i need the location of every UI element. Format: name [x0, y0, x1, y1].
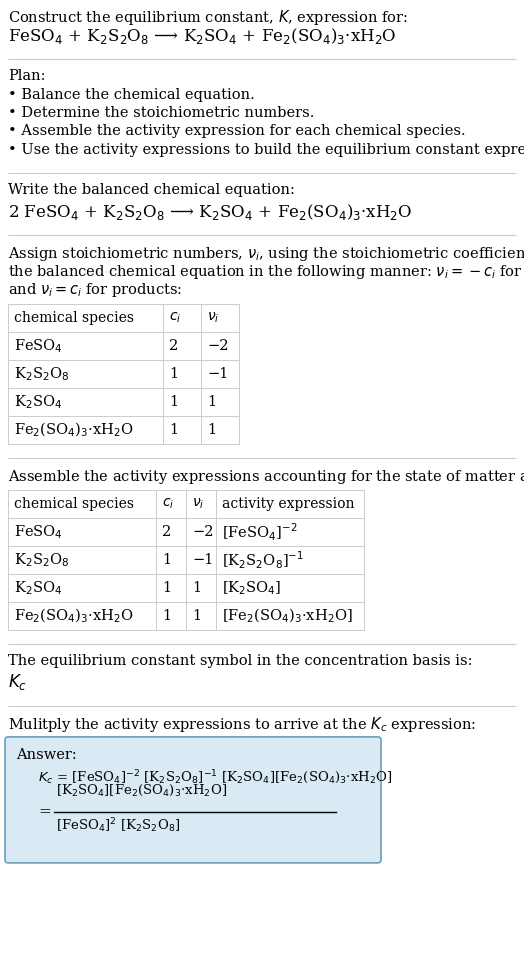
Text: 1: 1: [169, 423, 178, 437]
Text: the balanced chemical equation in the following manner: $\nu_i = -c_i$ for react: the balanced chemical equation in the fo…: [8, 263, 524, 281]
Text: FeSO$_4$: FeSO$_4$: [14, 524, 63, 541]
Text: $\nu_i$: $\nu_i$: [207, 311, 220, 325]
Text: 1: 1: [192, 581, 201, 595]
Text: FeSO$_4$: FeSO$_4$: [14, 337, 63, 355]
Text: −2: −2: [207, 338, 228, 353]
Text: K$_2$S$_2$O$_8$: K$_2$S$_2$O$_8$: [14, 365, 69, 382]
Text: Answer:: Answer:: [16, 748, 77, 761]
Text: 1: 1: [162, 609, 171, 623]
Text: The equilibrium constant symbol in the concentration basis is:: The equilibrium constant symbol in the c…: [8, 654, 473, 668]
Text: $c_i$: $c_i$: [169, 311, 181, 325]
Text: $K_c$: $K_c$: [8, 673, 27, 692]
Text: • Assemble the activity expression for each chemical species.: • Assemble the activity expression for e…: [8, 125, 466, 138]
FancyBboxPatch shape: [5, 737, 381, 863]
Text: • Determine the stoichiometric numbers.: • Determine the stoichiometric numbers.: [8, 106, 314, 120]
Text: Fe$_2$(SO$_4$)$_3$·xH$_2$O: Fe$_2$(SO$_4$)$_3$·xH$_2$O: [14, 420, 134, 439]
Text: FeSO$_4$ + K$_2$S$_2$O$_8$ ⟶ K$_2$SO$_4$ + Fe$_2$(SO$_4$)$_3$·xH$_2$O: FeSO$_4$ + K$_2$S$_2$O$_8$ ⟶ K$_2$SO$_4$…: [8, 26, 397, 47]
Text: 1: 1: [169, 367, 178, 381]
Text: Assign stoichiometric numbers, $\nu_i$, using the stoichiometric coefficients, $: Assign stoichiometric numbers, $\nu_i$, …: [8, 245, 524, 262]
Text: • Balance the chemical equation.: • Balance the chemical equation.: [8, 88, 255, 101]
Text: 1: 1: [207, 423, 216, 437]
Text: [FeSO$_4$]$^2$ [K$_2$S$_2$O$_8$]: [FeSO$_4$]$^2$ [K$_2$S$_2$O$_8$]: [56, 816, 180, 835]
Text: −2: −2: [192, 526, 213, 539]
Text: 1: 1: [192, 609, 201, 623]
Text: K$_2$SO$_4$: K$_2$SO$_4$: [14, 393, 62, 410]
Text: 1: 1: [169, 395, 178, 409]
Text: [Fe$_2$(SO$_4$)$_3$·xH$_2$O]: [Fe$_2$(SO$_4$)$_3$·xH$_2$O]: [222, 606, 353, 625]
Text: 2: 2: [162, 526, 171, 539]
Text: activity expression: activity expression: [222, 497, 355, 511]
Text: • Use the activity expressions to build the equilibrium constant expression.: • Use the activity expressions to build …: [8, 143, 524, 157]
Text: Fe$_2$(SO$_4$)$_3$·xH$_2$O: Fe$_2$(SO$_4$)$_3$·xH$_2$O: [14, 606, 134, 625]
Text: 1: 1: [162, 553, 171, 567]
Text: Plan:: Plan:: [8, 69, 46, 84]
Text: [K$_2$S$_2$O$_8$]$^{-1}$: [K$_2$S$_2$O$_8$]$^{-1}$: [222, 550, 304, 570]
Text: K$_2$SO$_4$: K$_2$SO$_4$: [14, 579, 62, 597]
Text: [K$_2$SO$_4$][Fe$_2$(SO$_4$)$_3$·xH$_2$O]: [K$_2$SO$_4$][Fe$_2$(SO$_4$)$_3$·xH$_2$O…: [56, 783, 227, 798]
Text: Construct the equilibrium constant, $K$, expression for:: Construct the equilibrium constant, $K$,…: [8, 8, 408, 27]
Text: chemical species: chemical species: [14, 497, 134, 511]
Text: [FeSO$_4$]$^{-2}$: [FeSO$_4$]$^{-2}$: [222, 522, 298, 543]
Text: 2 FeSO$_4$ + K$_2$S$_2$O$_8$ ⟶ K$_2$SO$_4$ + Fe$_2$(SO$_4$)$_3$·xH$_2$O: 2 FeSO$_4$ + K$_2$S$_2$O$_8$ ⟶ K$_2$SO$_…: [8, 202, 412, 221]
Text: $c_i$: $c_i$: [162, 497, 174, 511]
Text: 1: 1: [207, 395, 216, 409]
Text: 2: 2: [169, 338, 178, 353]
Text: chemical species: chemical species: [14, 311, 134, 325]
Text: −1: −1: [192, 553, 213, 567]
Text: Assemble the activity expressions accounting for the state of matter and $\nu_i$: Assemble the activity expressions accoun…: [8, 468, 524, 486]
Text: −1: −1: [207, 367, 228, 381]
Text: Mulitply the activity expressions to arrive at the $K_c$ expression:: Mulitply the activity expressions to arr…: [8, 716, 476, 734]
Text: $\nu_i$: $\nu_i$: [192, 497, 204, 511]
Text: Write the balanced chemical equation:: Write the balanced chemical equation:: [8, 183, 295, 197]
Text: =: =: [38, 805, 51, 819]
Text: K$_2$S$_2$O$_8$: K$_2$S$_2$O$_8$: [14, 551, 69, 569]
Text: $K_c$ = [FeSO$_4$]$^{-2}$ [K$_2$S$_2$O$_8$]$^{-1}$ [K$_2$SO$_4$][Fe$_2$(SO$_4$)$: $K_c$ = [FeSO$_4$]$^{-2}$ [K$_2$S$_2$O$_…: [38, 768, 392, 786]
Text: and $\nu_i = c_i$ for products:: and $\nu_i = c_i$ for products:: [8, 282, 182, 299]
Text: 1: 1: [162, 581, 171, 595]
Text: [K$_2$SO$_4$]: [K$_2$SO$_4$]: [222, 579, 281, 597]
